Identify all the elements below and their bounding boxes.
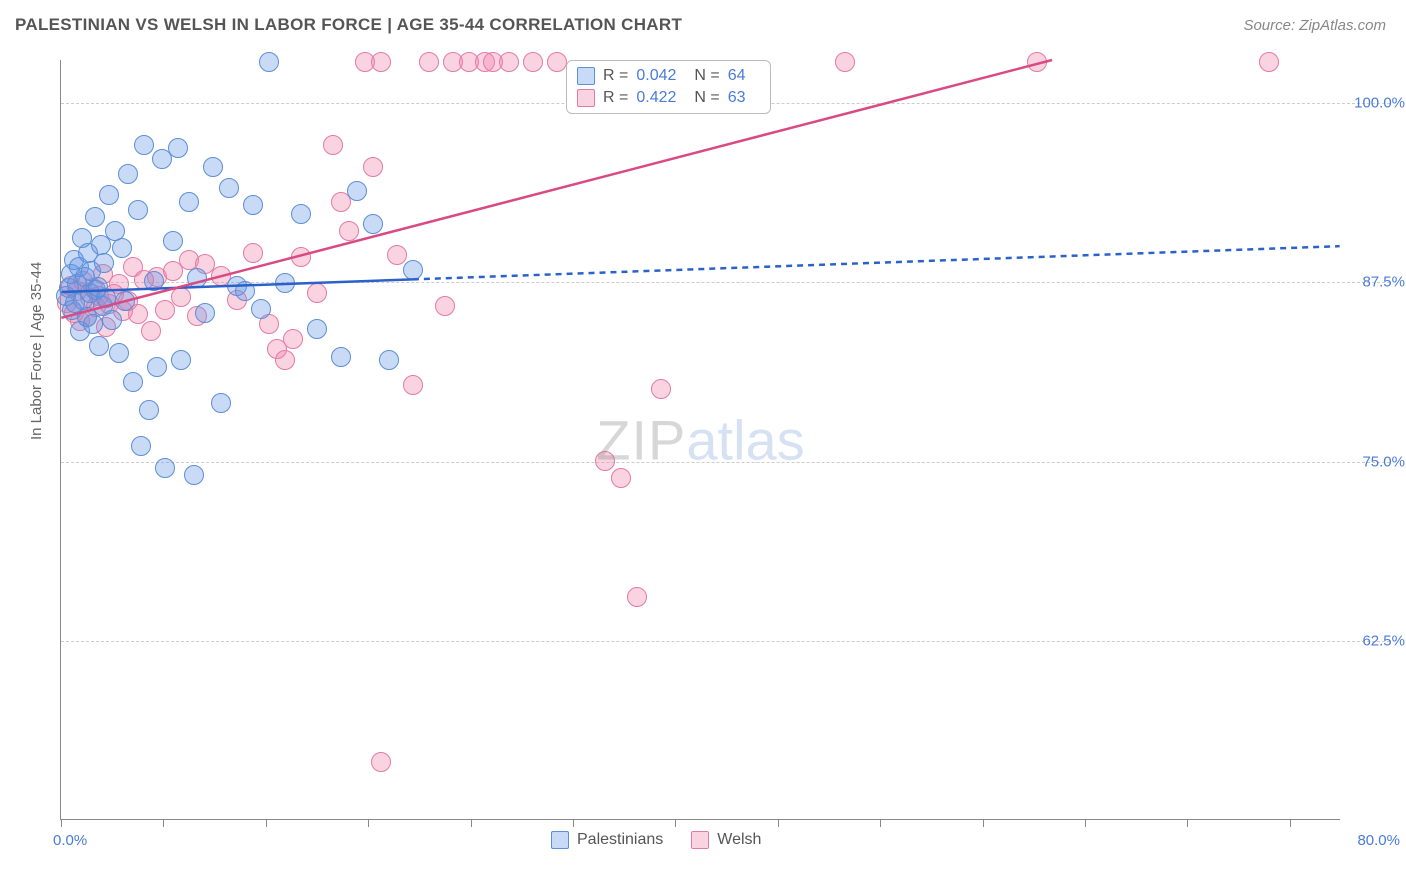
x-axis-tick-left: 0.0% bbox=[53, 832, 87, 849]
y-axis-tick-label: 87.5% bbox=[1362, 274, 1405, 291]
swatch-palestinians-icon bbox=[577, 67, 595, 85]
swatch-welsh-icon bbox=[577, 89, 595, 107]
trend-line bbox=[413, 246, 1340, 279]
stat-r-label: R = bbox=[603, 67, 628, 85]
x-axis-tick bbox=[675, 819, 676, 827]
legend-label-welsh: Welsh bbox=[717, 831, 761, 849]
y-axis-tick-label: 62.5% bbox=[1362, 632, 1405, 649]
stat-r-value-2: 0.422 bbox=[636, 89, 676, 107]
stat-n-value-2: 63 bbox=[728, 89, 746, 107]
x-axis-tick bbox=[573, 819, 574, 827]
x-axis-tick bbox=[1085, 819, 1086, 827]
swatch-palestinians-icon bbox=[551, 831, 569, 849]
legend-item-welsh: Welsh bbox=[691, 831, 761, 849]
stat-r-value-1: 0.042 bbox=[636, 67, 676, 85]
stat-r-label: R = bbox=[603, 89, 628, 107]
legend-label-palestinians: Palestinians bbox=[577, 831, 663, 849]
stat-n-label: N = bbox=[694, 67, 719, 85]
legend-item-palestinians: Palestinians bbox=[551, 831, 663, 849]
chart-container: PALESTINIAN VS WELSH IN LABOR FORCE | AG… bbox=[0, 0, 1406, 892]
x-axis-tick bbox=[61, 819, 62, 827]
x-axis-tick bbox=[368, 819, 369, 827]
stat-n-label: N = bbox=[694, 89, 719, 107]
trend-line bbox=[61, 60, 1052, 318]
x-axis-tick bbox=[1187, 819, 1188, 827]
x-axis-tick bbox=[880, 819, 881, 827]
legend-stats-box: R = 0.042 N = 64 R = 0.422 N = 63 bbox=[566, 60, 771, 114]
y-axis-label: In Labor Force | Age 35-44 bbox=[28, 262, 45, 440]
plot-area: ZIPatlas R = 0.042 N = 64 R = 0.422 N = … bbox=[60, 60, 1340, 820]
x-axis-tick bbox=[1290, 819, 1291, 827]
trend-line bbox=[61, 279, 413, 292]
legend-bottom: Palestinians Welsh bbox=[551, 831, 761, 849]
legend-stats-row-1: R = 0.042 N = 64 bbox=[577, 65, 756, 87]
trend-lines-layer bbox=[61, 60, 1340, 819]
x-axis-tick bbox=[471, 819, 472, 827]
x-axis-tick-right: 80.0% bbox=[1357, 832, 1400, 849]
y-axis-tick-label: 75.0% bbox=[1362, 453, 1405, 470]
legend-stats-row-2: R = 0.422 N = 63 bbox=[577, 87, 756, 109]
chart-header: PALESTINIAN VS WELSH IN LABOR FORCE | AG… bbox=[0, 0, 1406, 50]
chart-title: PALESTINIAN VS WELSH IN LABOR FORCE | AG… bbox=[15, 15, 682, 35]
x-axis-tick bbox=[266, 819, 267, 827]
swatch-welsh-icon bbox=[691, 831, 709, 849]
x-axis-tick bbox=[163, 819, 164, 827]
stat-n-value-1: 64 bbox=[728, 67, 746, 85]
y-axis-tick-label: 100.0% bbox=[1354, 95, 1405, 112]
x-axis-tick bbox=[778, 819, 779, 827]
x-axis-tick bbox=[983, 819, 984, 827]
chart-source: Source: ZipAtlas.com bbox=[1243, 17, 1386, 34]
